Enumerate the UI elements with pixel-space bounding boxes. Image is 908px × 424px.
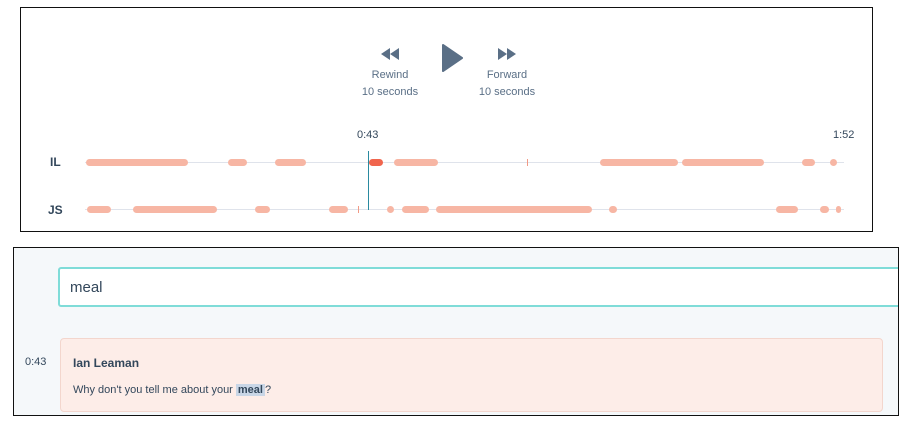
speech-segment[interactable] xyxy=(358,206,359,213)
fast-forward-icon xyxy=(498,48,516,60)
utterance-text: Why don't you tell me about your meal? xyxy=(73,384,271,396)
total-duration: 1:52 xyxy=(833,129,855,141)
play-icon xyxy=(442,44,463,72)
speech-segment[interactable] xyxy=(275,159,306,166)
speech-segment-active[interactable] xyxy=(369,159,383,166)
track-line-il[interactable] xyxy=(85,162,844,163)
speech-segment[interactable] xyxy=(802,159,815,166)
play-button[interactable] xyxy=(441,44,463,72)
track-label-il: IL xyxy=(50,155,61,169)
current-time: 0:43 xyxy=(357,129,379,141)
speech-segment[interactable] xyxy=(255,206,270,213)
rewind-icon xyxy=(381,48,399,60)
speech-segment[interactable] xyxy=(228,159,247,166)
track-label-js: JS xyxy=(48,203,63,217)
rewind-button[interactable]: Rewind 10 seconds xyxy=(354,48,426,101)
speech-segment[interactable] xyxy=(820,206,829,213)
speech-segment[interactable] xyxy=(609,206,617,213)
speech-segment[interactable] xyxy=(329,206,348,213)
speech-segment[interactable] xyxy=(436,206,592,213)
audio-player-panel: Rewind 10 seconds Forward 10 seconds 0:4… xyxy=(20,7,873,232)
speech-segment[interactable] xyxy=(776,206,798,213)
forward-sublabel: 10 seconds xyxy=(478,86,536,98)
speech-segment[interactable] xyxy=(600,159,678,166)
speaker-name: Ian Leaman xyxy=(73,356,140,370)
speech-segment[interactable] xyxy=(527,159,528,166)
speech-segment[interactable] xyxy=(836,206,841,213)
transcript-entry[interactable]: Ian Leaman Why don't you tell me about y… xyxy=(60,338,883,412)
transcript-search-input[interactable] xyxy=(58,267,898,307)
speech-segment[interactable] xyxy=(830,159,837,166)
speech-segment[interactable] xyxy=(133,206,217,213)
forward-button[interactable]: Forward 10 seconds xyxy=(471,48,543,101)
speech-segment[interactable] xyxy=(394,159,438,166)
entry-timestamp[interactable]: 0:43 xyxy=(25,356,47,368)
speech-segment[interactable] xyxy=(402,206,429,213)
utterance-text-after: ? xyxy=(264,384,272,396)
speech-segment[interactable] xyxy=(86,159,188,166)
speech-segment[interactable] xyxy=(387,206,394,213)
rewind-sublabel: 10 seconds xyxy=(361,86,419,98)
rewind-label: Rewind xyxy=(371,69,409,81)
search-match-highlight: meal xyxy=(235,384,265,396)
transcript-panel: 0:43 Ian Leaman Why don't you tell me ab… xyxy=(13,247,899,416)
playhead[interactable] xyxy=(368,151,369,210)
utterance-text-before: Why don't you tell me about your xyxy=(73,384,236,396)
speech-segment[interactable] xyxy=(682,159,764,166)
speech-segment[interactable] xyxy=(87,206,111,213)
forward-label: Forward xyxy=(486,69,528,81)
